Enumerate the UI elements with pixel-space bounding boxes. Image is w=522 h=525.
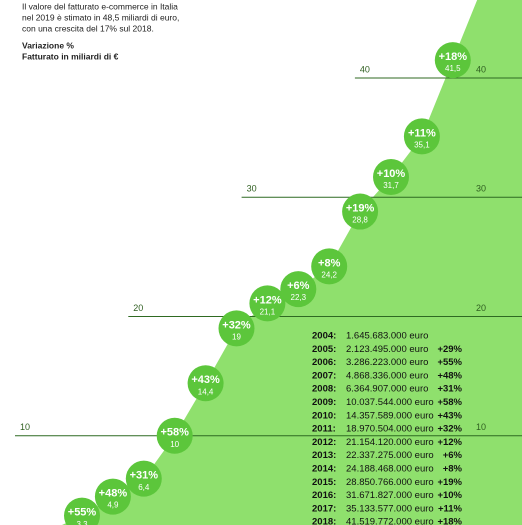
value-label: 4,9 [107,501,119,510]
table-year: 2010: [312,410,336,421]
table-amount: 10.037.544.000 euro [346,397,434,408]
value-label: 31,7 [383,181,399,190]
change-label: +11% [408,127,436,139]
table-change: +55% [437,357,462,368]
intro-line: nel 2019 è stimato in 48,5 miliardi di e… [22,12,179,22]
table-amount: 18.970.504.000 euro [346,424,434,435]
change-label: +32% [222,319,251,331]
table-year: 2017: [312,503,336,514]
marker [249,285,286,322]
table-change: +6% [443,450,463,461]
marker [342,193,379,230]
y-tick-label: 40 [360,64,370,74]
marker [187,365,224,402]
table-amount: 4.868.336.000 euro [346,370,428,381]
marker [373,158,409,195]
table-year: 2008: [312,384,336,395]
table-amount: 41.519.772.000 euro [346,517,434,525]
table-year: 2012: [312,437,336,448]
change-label: +43% [191,374,220,386]
table-year: 2014: [312,464,336,475]
change-label: +8% [318,257,341,269]
table-change: +19% [437,477,462,488]
y-tick-label: 20 [476,303,486,313]
table-change: +8% [443,464,463,475]
table-amount: 22.337.275.000 euro [346,450,434,461]
change-label: +18% [439,51,468,63]
table-year: 2007: [312,370,336,381]
table-change: +43% [437,410,462,421]
marker [403,118,440,155]
marker [280,271,317,308]
intro-line: con una crescita del 17% sul 2018. [22,23,154,33]
marker [434,42,471,79]
table-amount: 24.188.468.000 euro [346,464,434,475]
value-label: 10 [170,440,179,449]
value-label: 41,5 [445,64,461,73]
table-change: +29% [437,344,462,355]
table-year: 2005: [312,344,336,355]
table-year: 2006: [312,357,336,368]
table-change: +11% [438,503,463,514]
y-tick-label: 30 [476,184,486,194]
table-year: 2009: [312,397,336,408]
change-label: +10% [377,168,406,180]
table-change: +58% [437,397,462,408]
table-amount: 28.850.766.000 euro [346,477,434,488]
table-amount: 1.645.683.000 euro [346,331,428,342]
value-label: 6,4 [138,483,150,492]
table-amount: 3.286.223.000 euro [346,357,428,368]
y-tick-label: 20 [133,303,143,313]
table-amount: 31.671.827.000 euro [346,490,434,501]
table-amount: 6.364.907.000 euro [346,384,428,395]
change-label: +55% [68,507,97,519]
marker [156,417,193,454]
table-change: +18% [437,517,462,525]
value-label: 22,3 [291,293,307,302]
value-label: 24,2 [321,271,337,280]
value-label: 21,1 [260,307,276,316]
marker [64,497,100,525]
marker [125,460,162,497]
marker [311,248,348,285]
change-label: +58% [160,427,189,439]
table-change: +31% [437,384,462,395]
table-change: +12% [437,437,462,448]
legend-label: Fatturato in miliardi di € [22,51,119,61]
table-year: 2004: [312,331,336,342]
intro-line: Il valore del fatturato e-commerce in It… [22,1,178,11]
table-amount: 21.154.120.000 euro [346,437,434,448]
change-label: +6% [287,280,310,292]
table-year: 2015: [312,477,336,488]
table-year: 2016: [312,490,336,501]
value-label: 28,8 [352,216,368,225]
table-change: +32% [437,424,462,435]
table-year: 2018: [312,517,336,525]
marker [218,310,255,347]
y-tick-label: 10 [20,422,30,432]
table-amount: 14.357.589.000 euro [346,410,434,421]
value-label: 35,1 [414,141,430,150]
value-label: 19 [232,333,241,342]
legend-label: Variazione % [22,40,74,50]
change-label: +31% [130,470,159,482]
table-year: 2013: [312,450,336,461]
y-tick-label: 10 [476,422,486,432]
change-label: +48% [99,487,128,499]
table-amount: 35.133.577.000 euro [346,503,434,514]
table-change: +48% [437,370,462,381]
change-label: +19% [346,202,375,214]
value-label: 3,3 [76,520,88,525]
marker [94,478,131,515]
table-change: +10% [437,490,462,501]
table-amount: 2.123.495.000 euro [346,344,428,355]
value-label: 14,4 [198,387,214,396]
table-year: 2011: [312,424,336,435]
y-tick-label: 40 [476,64,486,74]
y-tick-label: 30 [247,184,257,194]
change-label: +12% [253,294,282,306]
